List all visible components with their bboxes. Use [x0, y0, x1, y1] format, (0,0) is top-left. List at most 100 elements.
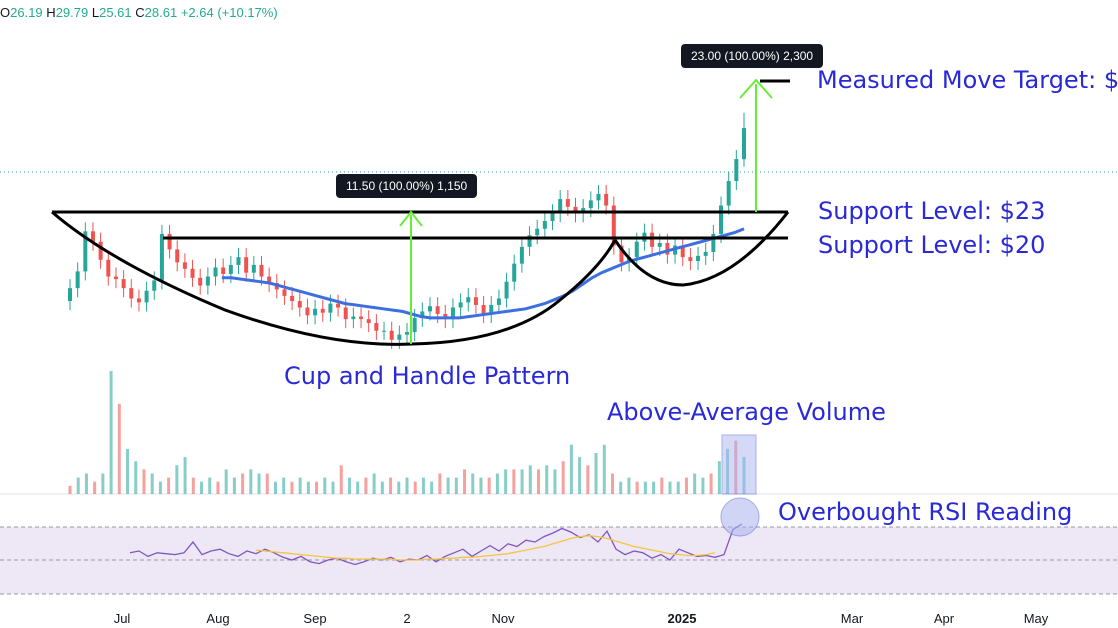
volume-bar — [643, 481, 647, 494]
candle-body — [136, 298, 141, 303]
volume-bar — [693, 473, 697, 494]
cup-curve — [51, 210, 617, 346]
volume-bar — [668, 481, 672, 494]
volume-bar — [627, 477, 631, 494]
candle-body — [420, 311, 425, 318]
volume-bar — [397, 481, 401, 494]
volume-bar — [298, 477, 302, 494]
candle-body — [650, 232, 655, 247]
volume-bar — [126, 448, 130, 494]
volume-bar — [652, 481, 656, 494]
candle-body — [290, 295, 295, 302]
candle-body — [734, 159, 739, 182]
candle-body — [213, 267, 218, 277]
cup-depth-measure-tag: 11.50 (100.00%) 1,150 — [336, 174, 478, 198]
volume-bar — [578, 457, 582, 494]
candle-body — [389, 330, 394, 340]
volume-bar — [68, 485, 72, 494]
target-arrow-head — [739, 78, 773, 99]
volume-bar — [528, 465, 532, 494]
volume-bar — [134, 461, 138, 494]
volume-bar — [175, 465, 179, 494]
candle-body — [129, 288, 134, 299]
x-tick-label: May — [1023, 611, 1049, 626]
volume-bar — [717, 461, 721, 494]
volume-bar — [594, 453, 598, 494]
volume-bar — [101, 473, 105, 494]
x-tick-label: Aug — [206, 611, 230, 626]
volume-bar — [438, 473, 442, 494]
rsi-line — [129, 523, 743, 566]
candle-body — [175, 249, 180, 263]
volume-bar — [602, 444, 606, 494]
x-tick-label: Sep — [303, 611, 327, 626]
candle-body — [634, 241, 639, 258]
x-tick-label: 2025 — [667, 611, 697, 626]
volume-bar — [421, 477, 425, 494]
volume-bar — [430, 481, 434, 494]
volume-bar — [257, 473, 261, 494]
candle-body — [366, 319, 371, 324]
volume-annotation: Above-Average Volume — [607, 398, 886, 426]
volume-bar — [463, 469, 467, 494]
candle-body — [558, 199, 563, 214]
high-value: 29.79 — [55, 5, 89, 20]
candle-body — [328, 303, 333, 313]
candle-body — [481, 304, 486, 314]
open-value: 26.19 — [10, 5, 43, 20]
volume-bar — [200, 481, 204, 494]
volume-bar — [487, 477, 491, 494]
candle-body — [305, 307, 310, 316]
rsi-ma-line — [255, 535, 716, 561]
candle-body — [435, 306, 440, 314]
candle-body — [696, 255, 701, 262]
candle-body — [703, 252, 708, 256]
candle-body — [711, 233, 716, 253]
candle-body — [596, 193, 601, 201]
volume-bar — [446, 477, 450, 494]
candle-body — [359, 316, 364, 320]
candle-body — [504, 281, 509, 299]
cup-depth-arrow-head — [399, 210, 423, 227]
rsi-highlight-circle — [720, 497, 760, 537]
x-tick-label: Apr — [933, 611, 955, 626]
candle-body — [466, 297, 471, 303]
rsi-panel-background — [0, 527, 1118, 594]
candle-body — [657, 242, 662, 247]
volume-bar — [191, 477, 195, 494]
x-tick-label: 2 — [403, 611, 411, 626]
volume-bar — [224, 469, 228, 494]
candle-body — [68, 288, 72, 302]
candle-body — [320, 308, 325, 313]
volume-bar — [405, 477, 409, 494]
volume-bar — [709, 473, 713, 494]
volume-bar — [635, 481, 639, 494]
candle-body — [565, 199, 570, 207]
candle-body — [458, 302, 463, 308]
candle-body — [336, 303, 341, 308]
volume-bar — [364, 477, 368, 494]
candle-body — [588, 200, 593, 209]
high-label: H — [46, 5, 56, 20]
volume-bar — [356, 481, 360, 494]
x-tick-label: Jul — [113, 611, 131, 626]
volume-bar — [504, 469, 508, 494]
support-23-annotation: Support Level: $23 — [818, 197, 1046, 225]
candle-body — [680, 245, 685, 258]
volume-bar — [306, 481, 310, 494]
low-value: 25.61 — [99, 5, 132, 20]
volume-bar — [512, 469, 516, 494]
volume-bar — [372, 473, 376, 494]
candle-body — [267, 276, 272, 283]
volume-bar — [561, 461, 565, 494]
candle-body — [450, 307, 455, 320]
low-label: L — [91, 5, 100, 20]
candle-body — [205, 276, 210, 286]
candle-body — [121, 279, 126, 289]
candle-body — [98, 241, 103, 260]
candle-body — [351, 316, 356, 320]
candle-body — [527, 235, 532, 247]
volume-bar — [413, 481, 417, 494]
volume-bar — [93, 481, 97, 494]
